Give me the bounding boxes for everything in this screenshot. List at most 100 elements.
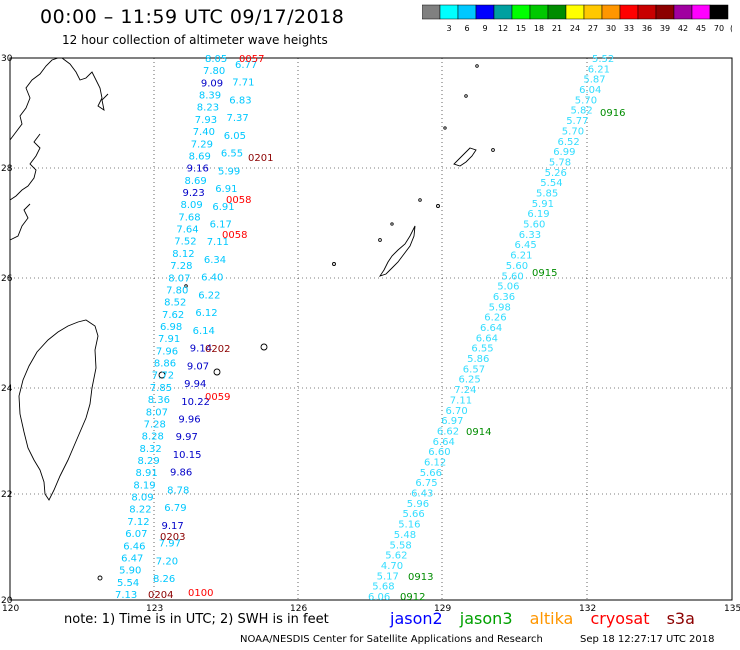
track-value: 5.62	[385, 551, 407, 562]
track-value: 6.40	[201, 273, 223, 284]
track-value: 8.28	[142, 432, 164, 443]
legend-s3a: s3a	[666, 609, 695, 628]
track-value: 6.91	[215, 184, 237, 195]
track-value: 5.98	[489, 302, 511, 313]
scale-label: 27	[588, 24, 598, 33]
track-value: 6.33	[519, 230, 541, 241]
track-value: 6.12	[424, 458, 446, 469]
lon-tick: 123	[146, 604, 163, 614]
time-label: 0058	[222, 230, 247, 241]
scale-label: 3	[446, 24, 451, 33]
legend-cryosat: cryosat	[590, 609, 650, 628]
track-value: 6.45	[515, 240, 537, 251]
track-value: 5.70	[575, 95, 597, 106]
scale-label: 36	[642, 24, 652, 33]
track-value: 6.34	[204, 255, 226, 266]
graticule	[10, 58, 732, 600]
track-value: 6.52	[558, 137, 580, 148]
track-value: 6.99	[553, 147, 575, 158]
lat-tick: 30	[1, 54, 13, 64]
track-value: 8.29	[138, 456, 160, 467]
track-value: 9.14	[190, 344, 212, 355]
track-value: 6.55	[221, 149, 243, 160]
scale-label: 33	[624, 24, 634, 33]
time-label: 0100	[188, 588, 213, 599]
track-value: 5.85	[536, 189, 558, 200]
time-label: 0058	[226, 195, 251, 206]
track-value: 8.07	[168, 273, 190, 284]
track-value: 5.78	[549, 158, 571, 169]
track-value: 8.05	[205, 54, 227, 65]
time-label: 0203	[160, 532, 185, 543]
track-value: 6.55	[471, 344, 493, 355]
china-coast	[9, 57, 59, 241]
lon-tick: 126	[290, 604, 307, 614]
scale-label: 45	[696, 24, 706, 33]
track-value: 7.24	[454, 385, 476, 396]
track-value: 7.80	[203, 66, 225, 77]
track-value: 6.79	[164, 503, 186, 514]
track-value: 9.94	[184, 379, 206, 390]
track-value: 6.26	[484, 313, 506, 324]
track-value: 6.21	[510, 251, 532, 262]
time-label: 0915	[532, 268, 557, 279]
track-value: 7.96	[156, 346, 178, 357]
scale-label: 15	[516, 24, 526, 33]
track-value: 6.47	[121, 554, 143, 565]
track-value: 6.05	[224, 131, 246, 142]
track-value: 8.26	[153, 574, 175, 585]
track-value: 5.52	[592, 54, 614, 65]
track-value: 6.98	[160, 322, 182, 333]
track-value: 5.99	[218, 166, 240, 177]
track-value: 5.58	[390, 540, 412, 551]
track-value: 8.19	[133, 480, 155, 491]
scale-label: 39	[660, 24, 670, 33]
time-label: 0201	[248, 153, 273, 164]
track-value: 9.17	[162, 521, 184, 532]
track-value: 8.07	[146, 407, 168, 418]
track-value: 5.70	[562, 126, 584, 137]
track-value: 9.23	[183, 188, 205, 199]
west-track-values: 8.057.809.098.398.237.937.407.298.699.16…	[115, 54, 227, 601]
lon-tick: 120	[2, 604, 19, 614]
east-track-values: 5.526.215.876.045.705.825.775.706.526.99…	[368, 54, 614, 603]
scale-label: 24	[570, 24, 580, 33]
lat-tick: 26	[1, 274, 13, 284]
track-value: 6.07	[125, 529, 147, 540]
track-value: 5.54	[540, 178, 562, 189]
track-value: 8.39	[199, 91, 221, 102]
lat-tick: 24	[1, 384, 13, 394]
track-value: 6.25	[459, 375, 481, 386]
map-subtitle: 12 hour collection of altimeter wave hei…	[62, 33, 328, 47]
track-value: 6.64	[480, 323, 502, 334]
track-value: 6.22	[198, 290, 220, 301]
west-track-values-b: 6.77 7.71 6.83 7.37 6.05 6.55 5.99 6.91 6.91 6.17…	[153, 60, 257, 585]
track-value: 5.82	[571, 106, 593, 117]
lon-axis: 120 123 126 129 132 135	[2, 604, 740, 614]
time-labels: 0057 0201 0058 0058 0202 0059 0203 0204 0100 0916…	[148, 54, 625, 603]
track-value: 7.37	[227, 113, 249, 124]
track-value: 5.91	[532, 199, 554, 210]
track-value: 7.29	[191, 139, 213, 150]
track-value: 7.12	[127, 517, 149, 528]
track-value: 8.69	[185, 176, 207, 187]
track-value: 6.43	[411, 489, 433, 500]
track-value: 10.22	[181, 397, 210, 408]
taiwan-coast	[18, 319, 99, 501]
track-value: 9.07	[187, 361, 209, 372]
lat-axis: 20 22 24 26 28 30	[1, 54, 13, 606]
legend-jason3: jason3	[459, 609, 513, 628]
track-value: 6.83	[229, 95, 251, 106]
time-label: 0057	[239, 54, 264, 65]
track-value: 8.78	[167, 485, 189, 496]
track-value: 7.80	[166, 286, 188, 297]
satellite-legend: jason2 jason3 altika cryosat s3a	[390, 609, 707, 628]
scale-swatch	[709, 4, 729, 20]
track-value: 7.64	[176, 225, 198, 236]
track-value: 9.09	[201, 78, 223, 89]
track-value: 9.96	[178, 415, 200, 426]
track-value: 7.93	[195, 115, 217, 126]
track-value: 7.71	[232, 78, 254, 89]
scale-label: 6	[464, 24, 469, 33]
